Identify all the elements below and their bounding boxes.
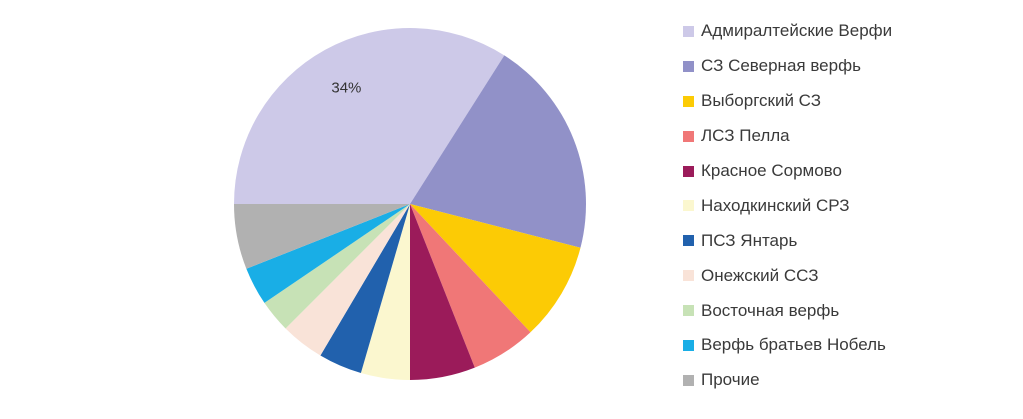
pie-slice-6	[320, 204, 410, 374]
legend-swatch	[683, 95, 694, 107]
legend-item: Находкинский СРЗ	[683, 188, 892, 223]
pie-slice-2	[410, 204, 581, 333]
legend-label: Верфь братьев Нобель	[701, 335, 886, 355]
legend-swatch	[683, 339, 694, 351]
pie-slice-9	[246, 204, 410, 303]
legend-swatch	[683, 60, 694, 72]
legend-item: ЛСЗ Пелла	[683, 119, 892, 154]
chart-legend: Адмиралтейские Верфи СЗ Северная верфь Выб…	[683, 14, 892, 398]
legend-label: Выборгский СЗ	[701, 91, 822, 111]
legend-swatch	[683, 270, 694, 282]
legend-swatch	[683, 305, 694, 317]
pie-slice-4	[410, 204, 475, 380]
legend-swatch	[683, 235, 694, 247]
pie-slices	[234, 27, 586, 380]
slice-value-label: 34%	[331, 79, 361, 96]
pie-slice-10	[234, 204, 410, 269]
pie-slice-5	[360, 204, 410, 380]
legend-swatch	[683, 374, 694, 386]
legend-label: СЗ Северная верфь	[701, 56, 861, 76]
legend-item: СЗ Северная верфь	[683, 49, 892, 84]
pie-slice-3	[410, 204, 531, 368]
legend-label: Восточная верфь	[701, 300, 840, 320]
legend-item: ПСЗ Янтарь	[683, 223, 892, 258]
legend-item: Выборгский СЗ	[683, 84, 892, 119]
legend-swatch	[683, 165, 694, 177]
legend-label: Прочие	[701, 370, 760, 390]
legend-label: Находкинский СРЗ	[701, 195, 850, 215]
legend-item: Верфь братьев Нобель	[683, 328, 892, 363]
pie-slice-8	[264, 204, 410, 329]
legend-swatch	[683, 200, 694, 212]
legend-label: Адмиралтейские Верфи	[701, 21, 893, 41]
legend-item: Адмиралтейские Верфи	[683, 14, 892, 49]
legend-label: Красное Сормово	[701, 161, 842, 180]
legend-swatch	[683, 25, 694, 37]
legend-label: Онежский ССЗ	[701, 265, 819, 285]
legend-label: ПСЗ Янтарь	[701, 230, 798, 250]
legend-item: Онежский ССЗ	[683, 258, 892, 293]
legend-item: Прочие	[683, 363, 892, 398]
legend-item: Восточная верфь	[683, 293, 892, 328]
legend-swatch	[683, 130, 694, 142]
pie-slice-1	[410, 55, 586, 248]
legend-item: Красное Сормово	[683, 154, 892, 189]
pie-value-labels: 34%	[331, 79, 361, 96]
legend-label: ЛСЗ Пелла	[701, 126, 790, 146]
pie-slice-7	[285, 204, 410, 356]
pie-slice-0	[234, 27, 505, 205]
